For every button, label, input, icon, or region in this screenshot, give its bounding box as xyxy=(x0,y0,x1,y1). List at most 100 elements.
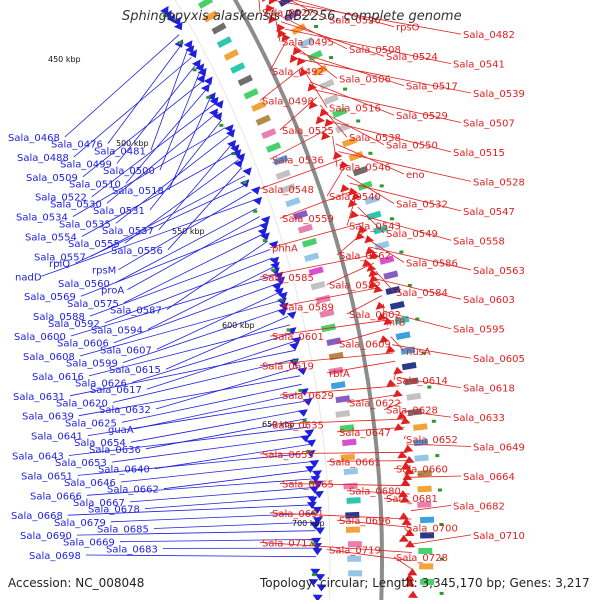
reverse-gene-label: eno xyxy=(406,170,425,181)
forward-gene-arrow xyxy=(251,186,260,194)
tick-dash xyxy=(399,251,403,254)
reverse-gene-arrow xyxy=(393,367,403,375)
reverse-gene-label: Sala_0516 xyxy=(329,104,381,115)
tick-dash xyxy=(438,489,442,492)
reverse-gene-label: Sala_0536 xyxy=(272,155,324,166)
ruler-label: 700 kbp xyxy=(292,519,325,528)
forward-leader-line xyxy=(156,367,299,409)
tick-dash xyxy=(435,454,439,457)
forward-leader-line xyxy=(83,81,203,177)
feature-block xyxy=(285,197,300,207)
forward-gene-arrow xyxy=(242,167,251,175)
forward-leader-line xyxy=(124,233,265,303)
reverse-gene-label: infB xyxy=(386,317,406,328)
feature-block xyxy=(302,238,317,248)
reverse-gene-label: phhA xyxy=(272,244,298,255)
tick-dash xyxy=(178,41,182,44)
reverse-gene-label: Sala_0547 xyxy=(463,207,515,218)
forward-gene-label: nadD xyxy=(15,272,42,283)
reverse-gene-label: Sala_0661 xyxy=(329,457,381,468)
feature-block xyxy=(331,381,346,389)
feature-block xyxy=(383,271,398,280)
forward-leader-line xyxy=(65,35,179,137)
feature-block xyxy=(396,331,411,340)
reverse-gene-label: Sala_0655 xyxy=(262,450,314,461)
feature-block xyxy=(256,115,271,126)
reverse-leader-line xyxy=(260,353,394,366)
tick-dash xyxy=(343,88,347,91)
reverse-gene-label: Sala_0524 xyxy=(386,52,438,63)
feature-block xyxy=(230,62,245,74)
reverse-gene-label: Sala_0700 xyxy=(406,524,458,535)
reverse-gene-label: nusA xyxy=(406,347,431,358)
feature-block xyxy=(198,0,213,9)
reverse-gene-label: Sala_0589 xyxy=(282,303,334,314)
feature-block xyxy=(238,75,253,86)
feature-block xyxy=(224,49,239,61)
forward-gene-label: Sala_0698 xyxy=(29,551,81,562)
reverse-gene-label: Sala_0696 xyxy=(339,516,391,527)
reverse-gene-label: Sala_0528 xyxy=(473,177,525,188)
forward-leader-line xyxy=(159,144,232,230)
tick-dash xyxy=(368,152,372,155)
forward-gene-arrow xyxy=(289,343,299,351)
tick-dash xyxy=(390,217,394,220)
accession-text: Accession: NC_008048 xyxy=(8,576,144,590)
reverse-gene-label: Sala_0586 xyxy=(406,258,458,269)
feature-block xyxy=(298,224,313,234)
tick-dash xyxy=(432,420,436,423)
reverse-gene-label: Sala_0710 xyxy=(473,531,525,542)
reverse-gene-label: Sala_0507 xyxy=(463,118,515,129)
reverse-gene-arrow xyxy=(333,151,342,159)
reverse-gene-label: Sala_0717 xyxy=(262,538,314,549)
reverse-gene-label: Sala_0563 xyxy=(473,266,525,277)
forward-leader-line xyxy=(151,50,188,150)
reverse-gene-label: Sala_0548 xyxy=(262,185,314,196)
forward-leader-line xyxy=(105,258,273,323)
feature-block xyxy=(344,468,358,475)
reverse-gene-label: Sala_0665 xyxy=(282,479,334,490)
ruler-label: 600 kbp xyxy=(222,321,255,330)
forward-gene-arrow xyxy=(315,527,325,534)
forward-leader-line xyxy=(167,241,268,309)
feature-block xyxy=(335,410,350,418)
reverse-gene-label: Sala_0482 xyxy=(463,30,515,41)
forward-gene-arrow xyxy=(261,216,271,224)
reverse-gene-label: Sala_0605 xyxy=(473,354,525,365)
reverse-gene-label: Sala_0541 xyxy=(453,60,505,71)
forward-gene-arrow xyxy=(234,160,243,168)
forward-gene-arrow xyxy=(253,197,262,205)
reverse-gene-arrow xyxy=(297,57,306,65)
feature-block xyxy=(266,142,281,153)
tick-dash xyxy=(287,328,291,331)
reverse-gene-label: Sala_0492 xyxy=(272,67,324,78)
reverse-gene-arrow xyxy=(408,591,418,598)
reverse-gene-label: Sala_0525 xyxy=(282,126,334,137)
reverse-gene-arrow xyxy=(386,379,396,387)
feature-block xyxy=(419,563,433,569)
reverse-gene-label: Sala_0728 xyxy=(396,553,448,564)
forward-leader-line xyxy=(86,555,316,557)
forward-gene-label: Sala_0662 xyxy=(107,485,159,496)
reverse-gene-label: Sala_0546 xyxy=(339,163,391,174)
feature-block xyxy=(402,362,417,370)
feature-block xyxy=(390,301,405,310)
forward-gene-label: Sala_0500 xyxy=(103,166,155,177)
tick-dash xyxy=(219,124,223,127)
forward-gene-arrow xyxy=(204,77,213,86)
forward-gene-label: Sala_0556 xyxy=(111,246,163,257)
forward-leader-line xyxy=(132,333,292,382)
genome-summary-text: Topology: circular; Length: 3,345,170 bp… xyxy=(260,576,590,590)
forward-leader-line xyxy=(145,496,314,508)
feature-block xyxy=(417,486,431,493)
reverse-gene-label: Sala_0664 xyxy=(463,472,515,483)
reverse-gene-label: Sala_0539 xyxy=(473,89,525,100)
reverse-gene-label: Sala_0495 xyxy=(282,37,334,48)
reverse-gene-label: Sala_0660 xyxy=(396,465,448,476)
reverse-gene-label: Sala_0517 xyxy=(406,82,458,93)
feature-block xyxy=(243,88,258,99)
feature-block xyxy=(342,439,357,446)
reverse-gene-label: Sala_0603 xyxy=(463,295,515,306)
